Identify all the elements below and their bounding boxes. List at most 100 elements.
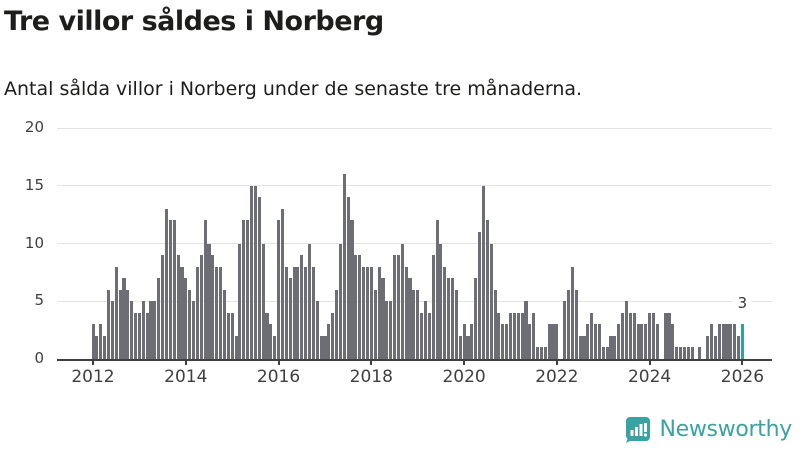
bar	[640, 324, 644, 359]
x-axis-line	[57, 359, 772, 361]
page-title: Tre villor såldes i Norberg	[4, 6, 384, 37]
y-axis-tick-label: 20	[24, 118, 44, 136]
bar	[118, 289, 122, 359]
bar	[590, 312, 594, 359]
bar	[582, 335, 586, 359]
bar	[230, 312, 234, 359]
highlighted-bar-latest	[740, 324, 744, 359]
bar	[365, 266, 370, 359]
bar	[265, 312, 269, 359]
x-axis-tick	[184, 359, 187, 365]
bar	[686, 347, 690, 359]
bar	[578, 335, 582, 359]
bar	[211, 255, 215, 359]
bar	[219, 266, 223, 359]
bar	[427, 312, 431, 359]
x-axis-tick-label: 2022	[535, 367, 579, 387]
bar	[257, 197, 261, 359]
bar	[709, 324, 714, 359]
bar	[323, 335, 327, 359]
bar	[168, 220, 172, 359]
bar	[242, 220, 246, 359]
bar	[99, 324, 103, 359]
bar	[613, 335, 617, 359]
bar	[172, 220, 176, 359]
x-axis-tick-label: 2012	[71, 367, 115, 387]
bar	[721, 324, 725, 359]
bar	[203, 220, 207, 359]
bar	[466, 335, 470, 359]
bar	[249, 185, 254, 359]
bar	[574, 289, 578, 359]
bar	[393, 255, 397, 359]
bar	[458, 335, 462, 359]
bar	[563, 301, 567, 359]
bar	[485, 220, 489, 359]
bar	[450, 278, 455, 359]
bar	[435, 220, 439, 359]
bar	[443, 266, 447, 359]
bar	[566, 289, 571, 359]
bar	[605, 347, 609, 359]
bar	[601, 347, 605, 359]
gridline-y10	[57, 243, 772, 244]
bar	[381, 278, 385, 359]
y-axis-tick-label: 10	[24, 233, 44, 252]
bar	[497, 312, 501, 359]
bar	[667, 312, 671, 359]
bar	[130, 301, 134, 359]
newsworthy-logo[interactable]: Newsworthy	[624, 414, 792, 444]
bar	[354, 255, 358, 359]
bar	[717, 324, 721, 359]
bar	[319, 335, 323, 359]
bar	[164, 208, 169, 359]
bar	[501, 324, 505, 359]
chart-subtitle: Antal sålda villor i Norberg under de se…	[4, 78, 583, 100]
bar	[226, 312, 230, 359]
bar	[474, 278, 478, 359]
bar	[300, 255, 304, 359]
bar	[648, 312, 652, 359]
bar	[651, 312, 656, 359]
bar	[157, 278, 161, 359]
bar	[338, 243, 342, 359]
bar	[358, 255, 362, 359]
bar	[570, 266, 574, 359]
bar	[296, 266, 300, 359]
bar	[126, 289, 130, 359]
bar	[110, 301, 114, 359]
bar	[137, 312, 141, 359]
bar	[141, 301, 145, 359]
bar	[161, 255, 165, 359]
bar	[273, 335, 277, 359]
bar	[288, 278, 292, 359]
bar	[192, 301, 196, 359]
bar	[420, 312, 424, 359]
bar	[234, 335, 238, 359]
newsworthy-icon	[624, 416, 651, 443]
bar-chart-plot-area: 3	[57, 127, 772, 361]
bar	[636, 324, 640, 359]
bar	[149, 301, 153, 359]
x-axis-tick	[370, 359, 373, 365]
x-axis-tick-label: 2016	[256, 367, 301, 387]
bar	[408, 278, 412, 359]
bar	[555, 324, 559, 359]
bar	[180, 266, 184, 359]
gridline-y15	[57, 185, 772, 187]
x-axis-tick	[463, 359, 466, 365]
bar	[176, 255, 180, 359]
bar	[536, 347, 540, 359]
bar	[195, 266, 199, 359]
bar	[597, 324, 601, 359]
bar	[238, 243, 242, 359]
bar	[551, 324, 555, 359]
bar	[706, 335, 710, 359]
y-axis-tick-label: 5	[34, 291, 44, 310]
gridline-y20	[57, 127, 772, 129]
bar	[261, 243, 265, 359]
bar	[307, 243, 312, 359]
bar	[269, 324, 273, 359]
bar	[539, 347, 543, 359]
bar	[586, 324, 590, 359]
